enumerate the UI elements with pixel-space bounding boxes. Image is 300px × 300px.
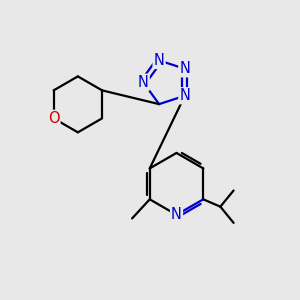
- Text: N: N: [171, 207, 182, 222]
- Text: N: N: [179, 61, 190, 76]
- Text: N: N: [138, 75, 149, 90]
- Text: O: O: [48, 111, 59, 126]
- Text: N: N: [154, 53, 164, 68]
- Text: N: N: [179, 88, 190, 103]
